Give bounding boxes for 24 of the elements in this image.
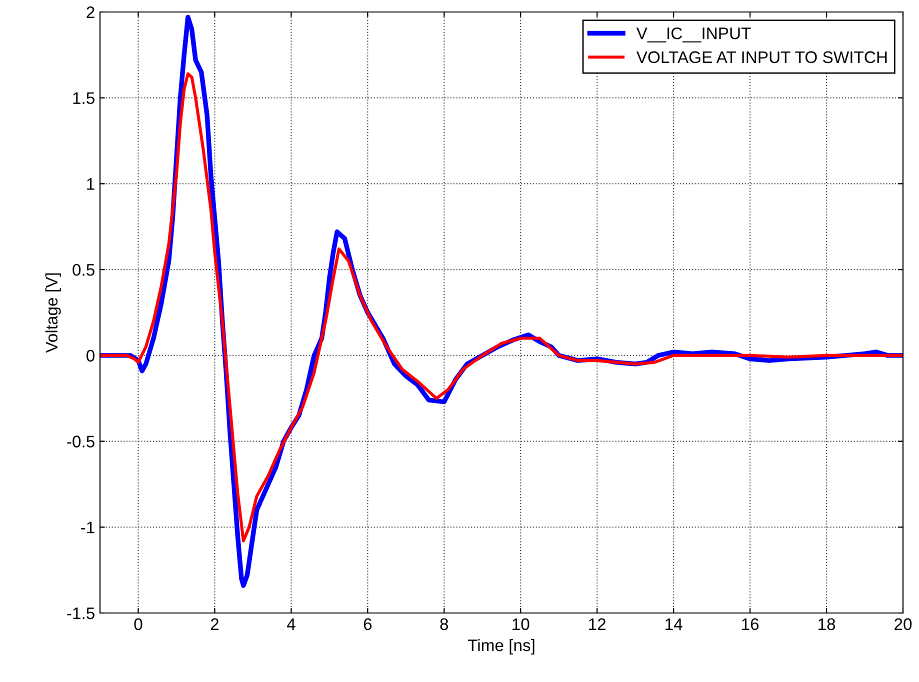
x-tick-label: 14 (666, 618, 682, 630)
y-tick-label: 0 (86, 350, 94, 362)
x-tick-label: 10 (512, 618, 530, 630)
x-tick-label: 18 (818, 618, 836, 630)
y-tick-label: 1.5 (73, 92, 94, 104)
x-tick-label: 6 (364, 618, 372, 630)
y-tick-label: -1.5 (67, 608, 94, 620)
x-tick-label: 0 (134, 618, 142, 630)
x-tick-label: 4 (286, 618, 296, 630)
x-tick-label: 12 (589, 618, 606, 630)
legend-label: V__IC__INPUT (636, 27, 751, 42)
y-tick-label: 2 (86, 6, 94, 18)
x-tick-label: 8 (440, 618, 448, 630)
y-tick-label: -0.5 (67, 436, 94, 448)
y-tick-label: 1 (87, 178, 94, 190)
line-series (100, 72, 903, 542)
x-axis-title: Time [ns] (468, 638, 534, 654)
legend-label: VOLTAGE AT INPUT TO SWITCH (636, 51, 887, 64)
x-tick-label: 20 (894, 618, 912, 630)
y-axis-title: Voltage [V] (45, 273, 61, 353)
x-tick-label: 2 (210, 618, 219, 630)
x-tick-label: 16 (742, 618, 759, 630)
y-tick-label: 0.5 (72, 264, 94, 276)
y-tick-label: -1 (81, 522, 94, 534)
